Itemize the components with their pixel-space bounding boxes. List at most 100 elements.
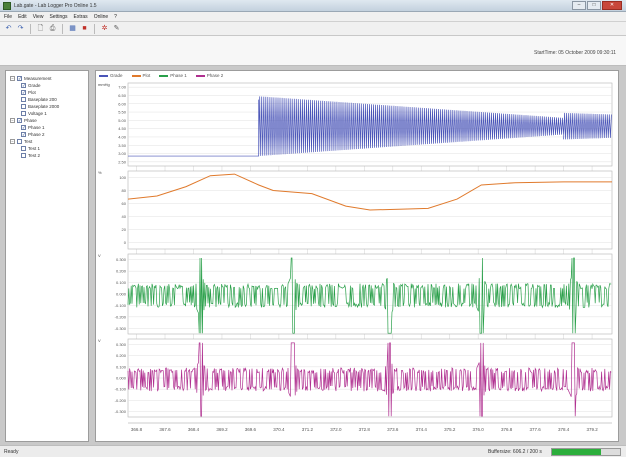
legend-item: Phase 2 — [195, 73, 223, 78]
maximize-button[interactable]: □ — [587, 1, 601, 10]
channel-tree: − ✓ Measurement ✓ Grade ✓ Plot Baseplate 200 Bas… — [5, 70, 89, 442]
tree-item-label: Plot — [28, 90, 36, 95]
tree-checkbox[interactable]: ✓ — [17, 118, 22, 123]
title-bar: Lab.gate - Lab Logger Pro Online 1.5 – □… — [0, 0, 626, 12]
menu-online[interactable]: Online — [93, 13, 109, 20]
layout-icon[interactable]: ▦ — [69, 25, 76, 32]
tree-item[interactable]: Test 2 — [8, 152, 86, 159]
y-tick-label: 0.000 — [116, 376, 127, 381]
collapse-toggle-icon[interactable]: − — [10, 118, 15, 123]
tree-item[interactable]: − Test — [8, 138, 86, 145]
tree-checkbox[interactable]: ✓ — [21, 125, 26, 130]
undo-icon[interactable]: ↶ — [5, 25, 12, 32]
tree-checkbox[interactable] — [17, 139, 22, 144]
tree-item[interactable]: Baseplate 200 — [8, 96, 86, 103]
status-bar: Ready Buffersize: 606.2 / 200 s — [0, 445, 626, 457]
tree-checkbox[interactable]: ✓ — [21, 90, 26, 95]
buffer-size-label: Buffersize: 606.2 / 200 s — [488, 449, 542, 455]
tree-item[interactable]: Voltage 1 — [8, 110, 86, 117]
series-line — [127, 342, 612, 417]
tree-item-label: Measurement — [24, 76, 52, 81]
tree-item[interactable]: − ✓ Measurement — [8, 75, 86, 82]
y-tick-label: 5.00 — [118, 118, 127, 123]
signal-chart[interactable]: 366.8 367.6 368.4 369.2 369.6 370.4 371.2 372.0… — [96, 71, 618, 441]
y-tick-label: 0.200 — [116, 269, 127, 274]
tree-item-label: Test 2 — [28, 153, 41, 158]
plot-area[interactable]: 366.8 367.6 368.4 369.2 369.6 370.4 371.2 372.0… — [95, 70, 619, 442]
x-tick-label: 373.6 — [387, 427, 399, 432]
y-unit-label: mmHg — [98, 82, 110, 87]
x-tick-label: 374.4 — [416, 427, 428, 432]
x-tick-label: 370.4 — [273, 427, 285, 432]
y-tick-label: 0.200 — [116, 353, 127, 358]
toolbar-separator — [62, 23, 63, 34]
y-tick-label: 4.00 — [118, 134, 127, 139]
x-tick-label: 367.6 — [159, 427, 171, 432]
legend-item: Phase 1 — [159, 73, 187, 78]
close-button[interactable]: ✕ — [602, 1, 622, 10]
menu-settings[interactable]: Settings — [49, 13, 68, 20]
y-tick-label: 80 — [122, 188, 127, 193]
x-tick-label: 369.2 — [216, 427, 228, 432]
y-unit-label: V — [98, 253, 101, 258]
tree-checkbox[interactable]: ✓ — [17, 76, 22, 81]
series-line — [128, 96, 612, 157]
collapse-toggle-icon[interactable]: − — [10, 76, 15, 81]
tree-item[interactable]: ✓ Phase 2 — [8, 131, 86, 138]
y-tick-label: 0.300 — [116, 342, 127, 347]
y-tick-label: -0.300 — [115, 409, 127, 414]
new-file-icon[interactable]: 🗋 — [37, 25, 44, 32]
tree-item[interactable]: Baseplate 2000 — [8, 103, 86, 110]
series-line — [127, 173, 612, 211]
redo-icon[interactable]: ↷ — [17, 25, 24, 32]
y-tick-label: -0.300 — [115, 326, 127, 331]
menu-extras[interactable]: Extras — [73, 13, 88, 20]
x-tick-label: 372.8 — [359, 427, 371, 432]
x-tick-label: 368.4 — [188, 427, 200, 432]
menu-view[interactable]: View — [32, 13, 44, 20]
y-tick-label: 3.50 — [118, 143, 127, 148]
tree-checkbox[interactable] — [21, 153, 26, 158]
window-controls: – □ ✕ — [572, 1, 622, 10]
y-tick-label: -0.100 — [115, 387, 127, 392]
record-icon[interactable]: ■ — [82, 25, 87, 32]
tree-item-label: Phase 2 — [28, 132, 45, 137]
tree-item-label: Phase 1 — [28, 125, 45, 130]
pin-icon[interactable]: ✎ — [113, 25, 120, 32]
tree-checkbox[interactable]: ✓ — [21, 132, 26, 137]
menu-edit[interactable]: Edit — [18, 13, 27, 20]
start-time-label: StartTime: 05 October 2009 09:30:11 — [534, 50, 616, 56]
y-tick-label: 100 — [119, 175, 126, 180]
tree-item[interactable]: ✓ Phase 1 — [8, 124, 86, 131]
tree-checkbox[interactable] — [21, 97, 26, 102]
y-tick-label: 3.00 — [118, 151, 127, 156]
y-tick-label: 4.50 — [118, 126, 127, 131]
tree-checkbox[interactable]: ✓ — [21, 83, 26, 88]
y-tick-label: -0.100 — [115, 303, 127, 308]
collapse-toggle-icon[interactable]: − — [10, 139, 15, 144]
y-tick-label: -0.200 — [115, 398, 127, 403]
settings-icon[interactable]: ✲ — [101, 25, 108, 32]
y-tick-label: 6.50 — [118, 93, 127, 98]
tree-item-label: Voltage 1 — [28, 111, 47, 116]
menu-file[interactable]: File — [4, 13, 13, 20]
minimize-button[interactable]: – — [572, 1, 586, 10]
y-tick-label: 0.100 — [116, 364, 127, 369]
legend-label: Grade — [110, 73, 123, 78]
tree-item[interactable]: Test 1 — [8, 145, 86, 152]
menu-help[interactable]: ? — [114, 13, 117, 20]
series-line — [127, 257, 612, 334]
tree-checkbox[interactable] — [21, 146, 26, 151]
tree-item[interactable]: − ✓ Phase — [8, 117, 86, 124]
print-icon[interactable]: ⎙ — [49, 25, 56, 32]
y-tick-label: 2.50 — [118, 159, 127, 164]
y-tick-label: 60 — [122, 201, 127, 206]
tree-item[interactable]: ✓ Plot — [8, 89, 86, 96]
y-tick-label: 0 — [124, 240, 127, 245]
tree-checkbox[interactable] — [21, 111, 26, 116]
x-tick-label: 376.0 — [473, 427, 485, 432]
status-text: Ready — [4, 449, 19, 455]
tree-checkbox[interactable] — [21, 104, 26, 109]
tree-item[interactable]: ✓ Grade — [8, 82, 86, 89]
x-tick-label: 377.6 — [529, 427, 541, 432]
